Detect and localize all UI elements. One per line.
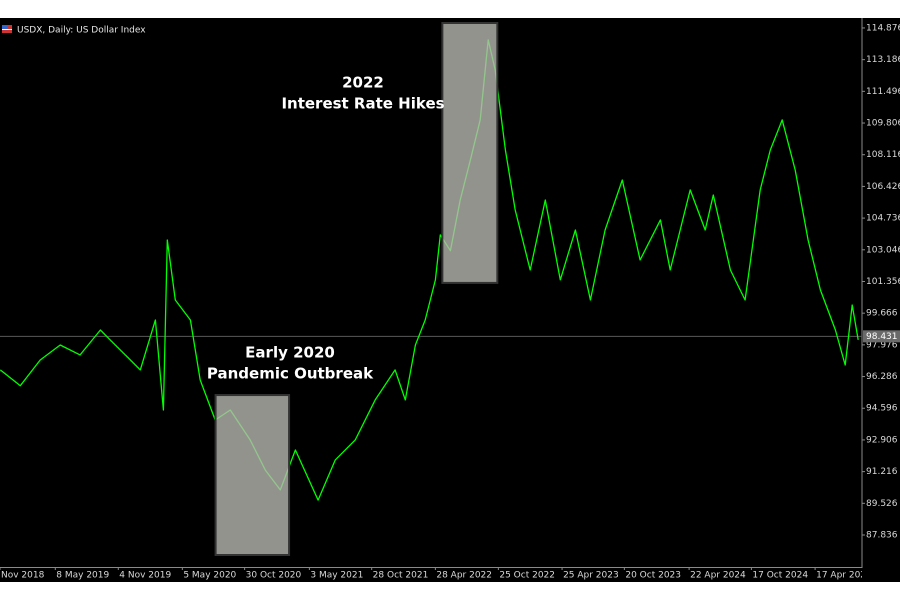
x-tick-label: 17 Oct 2024: [752, 571, 808, 581]
x-tick-label: 25 Oct 2022: [499, 571, 555, 581]
x-tick-label: 30 Oct 2020: [246, 571, 302, 581]
annotation-box: [214, 394, 291, 556]
x-tick-label: 3 May 2021: [310, 571, 363, 581]
plot-area: [0, 22, 862, 556]
y-tick-label: 108.116: [866, 150, 900, 160]
y-tick-label: 104.736: [866, 214, 900, 224]
y-tick-label: 96.286: [866, 372, 898, 382]
x-tick-label: 5 May 2020: [183, 571, 236, 581]
y-tick-label: 99.666: [866, 309, 898, 319]
x-tick-label: 17 Apr 2025: [816, 571, 872, 581]
last-price-label: 98.431: [866, 332, 898, 342]
y-tick-label: 111.496: [866, 87, 900, 97]
y-tick-label: 91.216: [866, 467, 898, 477]
annotation-text: 2022: [342, 74, 384, 92]
flag-icon: [2, 25, 12, 33]
y-tick-label: 94.596: [866, 404, 898, 414]
y-tick-label: 92.906: [866, 435, 898, 445]
x-tick-label: 4 Nov 2019: [119, 571, 171, 581]
y-tick-label: 109.806: [866, 119, 900, 129]
last-price-box: [863, 330, 900, 343]
x-tick-label: 28 Apr 2022: [436, 571, 492, 581]
y-tick-label: 87.836: [866, 531, 898, 541]
x-tick-label: 22 Apr 2024: [690, 571, 746, 581]
x-tick-label: 25 Apr 2023: [563, 571, 619, 581]
y-tick-label: 89.526: [866, 499, 898, 509]
y-tick-label: 113.186: [866, 55, 900, 65]
x-tick-label: 20 Oct 2023: [625, 571, 681, 581]
y-tick-label: 103.046: [866, 245, 900, 255]
annotation-box: [441, 22, 499, 284]
y-tick-label: 97.976: [866, 340, 898, 350]
x-tick-label: 28 Oct 2021: [373, 571, 429, 581]
x-tick-label: Nov 2018: [1, 571, 45, 581]
annotation-text: Early 2020: [245, 344, 335, 362]
annotation-text: Interest Rate Hikes: [281, 95, 444, 113]
y-tick-label: 101.356: [866, 277, 900, 287]
annotation-text: Pandemic Outbreak: [207, 365, 374, 383]
chart-title: USDX, Daily: US Dollar Index: [17, 26, 146, 36]
y-tick-label: 114.876: [866, 23, 900, 33]
x-axis: Nov 2018 8 May 2019 4 Nov 2019 5 May 2020 30…: [0, 567, 872, 581]
x-tick-label: 8 May 2019: [56, 571, 109, 581]
y-tick-label: 106.426: [866, 182, 900, 192]
